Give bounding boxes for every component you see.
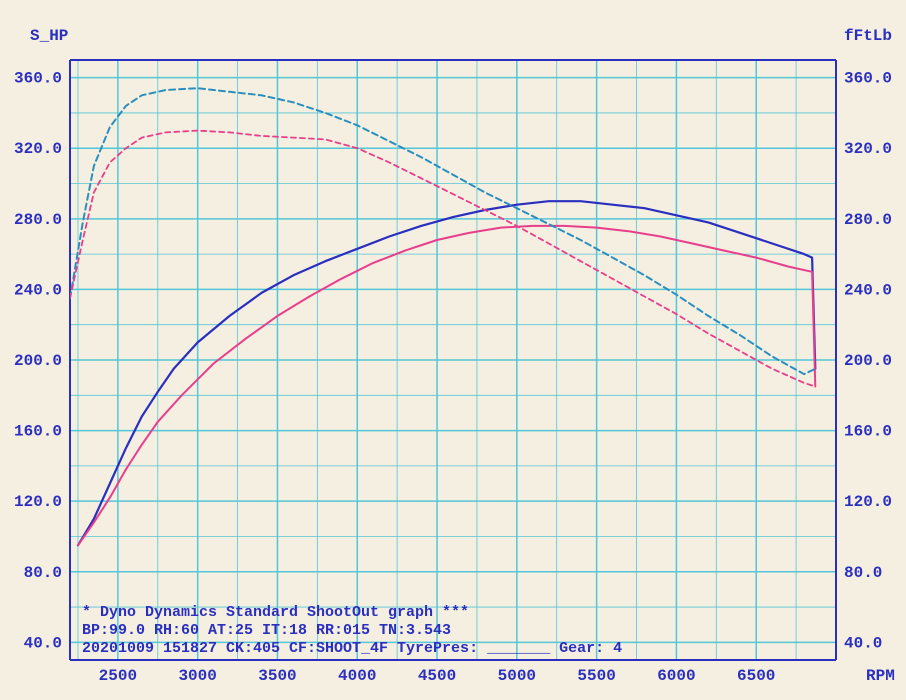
ytick-right: 320.0	[844, 140, 892, 158]
xtick: 3000	[178, 667, 216, 685]
footer-line: * Dyno Dynamics Standard ShootOut graph …	[82, 604, 469, 621]
x-axis-title: RPM	[866, 667, 895, 685]
left-axis-title: S_HP	[30, 27, 68, 45]
ytick-left: 360.0	[14, 70, 62, 88]
dyno-chart: 40.0 40.0 80.0 80.0 120.0 120.0 160.0 160.0 200.…	[0, 0, 906, 700]
ytick-right: 240.0	[844, 281, 892, 299]
xtick: 2500	[99, 667, 137, 685]
ytick-left: 280.0	[14, 211, 62, 229]
ytick-right: 80.0	[844, 564, 882, 582]
ytick-left: 320.0	[14, 140, 62, 158]
ytick-left: 200.0	[14, 352, 62, 370]
xtick: 6000	[657, 667, 695, 685]
ytick-left: 240.0	[14, 281, 62, 299]
xtick: 3500	[258, 667, 296, 685]
ytick-right: 160.0	[844, 423, 892, 441]
ytick-right: 360.0	[844, 70, 892, 88]
right-axis-title: fFtLb	[844, 27, 892, 45]
ytick-right: 120.0	[844, 493, 892, 511]
xtick: 4500	[418, 667, 456, 685]
chart-background	[0, 0, 906, 700]
ytick-left: 120.0	[14, 493, 62, 511]
footer-line: 20201009 151827 CK:405 CF:SHOOT_4F TyreP…	[82, 640, 622, 657]
ytick-left: 40.0	[24, 634, 62, 652]
xtick: 6500	[737, 667, 775, 685]
ytick-left: 160.0	[14, 423, 62, 441]
ytick-right: 40.0	[844, 634, 882, 652]
xtick: 5000	[498, 667, 536, 685]
footer-line: BP:99.0 RH:60 AT:25 IT:18 RR:015 TN:3.54…	[82, 622, 451, 639]
ytick-right: 280.0	[844, 211, 892, 229]
xtick: 4000	[338, 667, 376, 685]
xtick: 5500	[577, 667, 615, 685]
ytick-left: 80.0	[24, 564, 62, 582]
ytick-right: 200.0	[844, 352, 892, 370]
